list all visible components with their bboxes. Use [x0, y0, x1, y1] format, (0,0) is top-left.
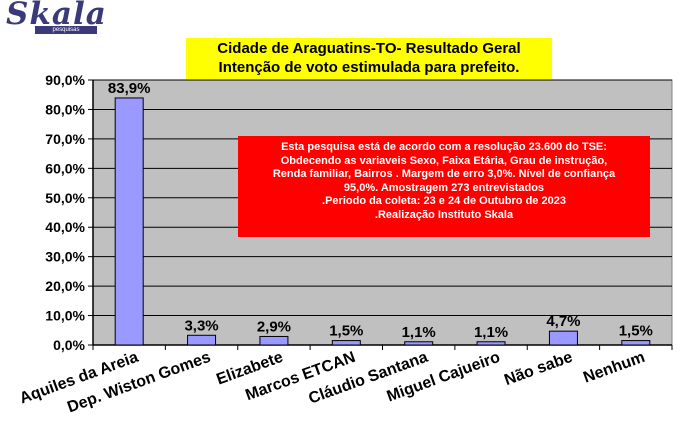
notice-line: .Realização Instituto Skala	[374, 208, 514, 221]
chart-title-line1: Cidade de Araguatins-TO- Resultado Geral	[217, 40, 521, 57]
logo-tagline: pesquisas	[35, 26, 97, 34]
data-label: 2,9%	[257, 318, 291, 335]
y-tick-label: 10,0%	[45, 308, 85, 324]
notice-line: Renda familiar, Bairros . Margem de erro…	[272, 168, 616, 181]
bar	[187, 334, 217, 346]
data-label: 1,5%	[329, 323, 363, 340]
methodology-notice: Esta pesquisa está de acordo com a resol…	[238, 136, 650, 237]
bar	[259, 335, 289, 346]
notice-line: 95,0%. Amostragem 273 entrevistados	[343, 181, 545, 194]
bar	[621, 340, 651, 346]
data-label: 3,3%	[184, 317, 218, 334]
category-label: Nenhum	[581, 349, 647, 387]
y-tick-label: 40,0%	[45, 219, 85, 235]
bar	[114, 97, 144, 346]
category-label: Não sabe	[502, 349, 575, 389]
data-label: 4,7%	[546, 313, 580, 330]
y-tick-label: 30,0%	[45, 249, 85, 265]
y-tick-label: 70,0%	[45, 131, 85, 147]
chart-title-line2: Intenção de voto estimulada para prefeit…	[218, 59, 520, 76]
data-label: 1,1%	[474, 324, 508, 341]
bar	[331, 340, 361, 346]
y-tick-label: 90,0%	[45, 72, 85, 88]
y-tick-label: 0,0%	[53, 337, 85, 353]
y-tick-label: 60,0%	[45, 160, 85, 176]
notice-line: .Periodo da coleta: 23 e 24 de Outubro d…	[322, 195, 566, 208]
notice-line: Obdecendo as variaveis Sexo, Faixa Etári…	[280, 154, 608, 167]
bar	[476, 341, 506, 346]
data-label: 1,1%	[402, 324, 436, 341]
skala-logo: Skala pesquisas	[0, 0, 112, 38]
y-tick-label: 50,0%	[45, 190, 85, 206]
bar	[404, 341, 434, 346]
notice-line: Esta pesquisa está de acordo com a resol…	[281, 141, 607, 153]
y-tick-label: 20,0%	[45, 278, 85, 294]
y-tick-label: 80,0%	[45, 101, 85, 117]
bar	[548, 330, 578, 346]
data-label: 83,9%	[108, 80, 151, 97]
data-label: 1,5%	[619, 323, 653, 340]
chart-title: Cidade de Araguatins-TO- Resultado Geral…	[186, 38, 552, 79]
